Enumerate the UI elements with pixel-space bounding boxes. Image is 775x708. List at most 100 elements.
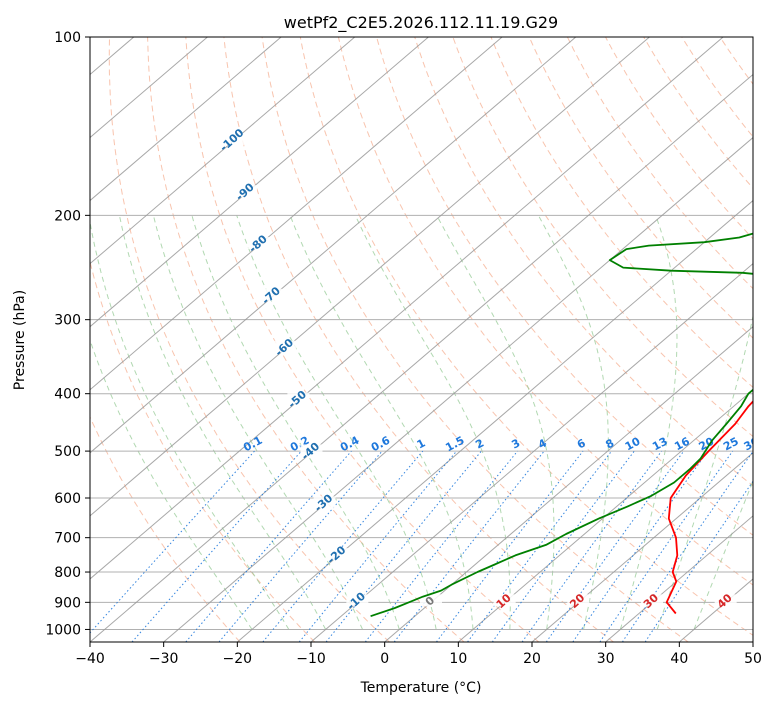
isotherm-label-bg	[313, 496, 336, 509]
dry-adiabat-line	[758, 37, 775, 642]
dry-adiabat-line	[414, 37, 753, 487]
isotherm-label-bg	[235, 185, 258, 198]
mixing-ratio-label: 8	[603, 436, 616, 451]
isotherm-line	[752, 641, 753, 642]
moist-adiabat-line	[619, 215, 678, 630]
x-tick-label: 40	[670, 651, 688, 667]
mixing-ratio-label: 16	[672, 435, 692, 454]
x-tick-label: −20	[223, 651, 253, 667]
isotherm-label-bg	[493, 594, 516, 607]
isotherm-line	[384, 326, 753, 642]
y-tick-label: 500	[54, 444, 81, 460]
mixing-ratio-line	[491, 450, 635, 642]
mixing-ratio-label: 25	[721, 435, 741, 454]
isotherm-label-bg	[287, 392, 310, 405]
mixing-ratio-line	[298, 450, 457, 642]
isotherm-label-bg	[641, 594, 664, 607]
dry-adiabat-line	[719, 37, 753, 85]
mixing-ratio-label: 1	[415, 436, 428, 451]
mixing-ratio-line	[467, 450, 612, 642]
moist-adiabat-line	[289, 215, 474, 630]
dry-adiabat-line	[223, 37, 614, 642]
mixing-ratio-label: 30	[742, 435, 762, 454]
isotherm-label-bg	[326, 548, 349, 561]
x-tick-label: 50	[744, 651, 762, 667]
isotherm-label: -60	[273, 336, 297, 359]
dry-adiabat-line	[643, 37, 753, 189]
mixing-ratio-line	[599, 450, 734, 642]
isotherm-label-bg	[261, 288, 284, 301]
dry-adiabat-line	[90, 259, 316, 642]
dry-adiabat-line	[566, 37, 753, 290]
x-tick-label: 20	[523, 651, 541, 667]
mixing-ratio-line	[436, 450, 584, 642]
mixing-ratio-line	[131, 450, 302, 642]
isotherm-line	[679, 578, 753, 642]
isotherm-label-bg	[567, 594, 590, 607]
mixing-ratio-line	[218, 450, 383, 642]
mixing-ratio-line	[644, 480, 753, 642]
dry-adiabat-line	[261, 37, 689, 642]
dry-adiabat-line	[490, 37, 753, 388]
mixing-ratio-label: 2	[473, 436, 486, 451]
isotherm-label-bg	[221, 133, 244, 146]
x-tick-label: 10	[449, 651, 467, 667]
x-axis-label: Temperature (°C)	[360, 680, 482, 696]
isotherm-line	[90, 37, 208, 139]
mixing-ratio-label: 3	[509, 436, 522, 451]
y-tick-label: 100	[54, 30, 81, 46]
dry-adiabat-line	[90, 415, 241, 642]
isotherm-line	[605, 515, 753, 642]
isotherm-label: -30	[312, 491, 336, 514]
mixing-ratio-line	[90, 450, 255, 634]
isotherm-line	[237, 199, 753, 642]
mixing-ratio-line	[185, 450, 352, 642]
isotherm-line	[310, 262, 753, 642]
isotherm-line	[90, 37, 503, 391]
chart-title: wetPf2_C2E5.2026.112.11.19.G29	[284, 13, 558, 33]
isotherm-line	[531, 452, 753, 642]
plot-frame	[89, 36, 754, 643]
dewpoint-profile-line	[370, 232, 753, 618]
mixing-ratio-line	[393, 450, 545, 642]
mixing-ratio-label: 13	[650, 435, 670, 454]
moist-adiabat-line	[90, 219, 290, 630]
y-tick-label: 400	[54, 387, 81, 403]
dry-adiabat-line	[528, 37, 753, 339]
isotherm-label-bg	[346, 594, 369, 607]
dry-adiabat-line	[681, 37, 753, 138]
y-axis-label: Pressure (hPa)	[12, 290, 28, 390]
isotherm-line	[0, 37, 60, 642]
moist-adiabat-line	[152, 215, 363, 630]
isotherm-label-bg	[248, 237, 271, 250]
x-tick-label: 0	[380, 651, 389, 667]
isotherm-label-bg	[300, 444, 323, 457]
isotherm-line	[90, 37, 724, 580]
moist-adiabat-line	[354, 215, 511, 630]
mixing-ratio-label: 36	[762, 435, 775, 454]
moist-adiabat-line	[693, 479, 753, 630]
isotherm-label: -10	[345, 589, 369, 612]
mixing-ratio-label: 4	[536, 436, 549, 451]
x-tick-label: −40	[75, 651, 105, 667]
y-tick-label: 1000	[45, 622, 81, 638]
isotherm-label: -70	[259, 284, 283, 307]
isotherm-line	[90, 37, 577, 454]
moist-adiabat-line	[537, 215, 609, 630]
dry-adiabat-line	[337, 37, 753, 586]
mixing-ratio-line	[621, 450, 753, 642]
isotherm-label: 40	[715, 591, 735, 611]
y-tick-label: 200	[54, 208, 81, 224]
dry-adiabat-line	[452, 37, 753, 438]
isotherm-label-bg	[420, 594, 443, 607]
moist-adiabat-line	[436, 215, 555, 630]
mixing-ratio-line	[262, 450, 424, 642]
isotherm-line	[90, 37, 429, 328]
isotherm-line	[90, 37, 356, 265]
mixing-ratio-line	[545, 450, 685, 642]
y-tick-label: 700	[54, 531, 81, 547]
moist-adiabat-line	[236, 215, 437, 630]
dry-adiabat-line	[185, 37, 540, 642]
isotherm-label: -90	[233, 180, 257, 203]
